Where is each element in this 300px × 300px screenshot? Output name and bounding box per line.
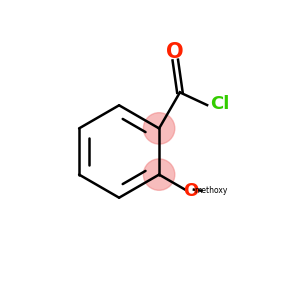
Circle shape [143, 159, 175, 190]
Text: methoxy: methoxy [194, 186, 228, 195]
Circle shape [143, 113, 175, 144]
Text: O: O [167, 42, 184, 62]
Text: O: O [183, 182, 199, 200]
Text: Cl: Cl [210, 95, 230, 113]
